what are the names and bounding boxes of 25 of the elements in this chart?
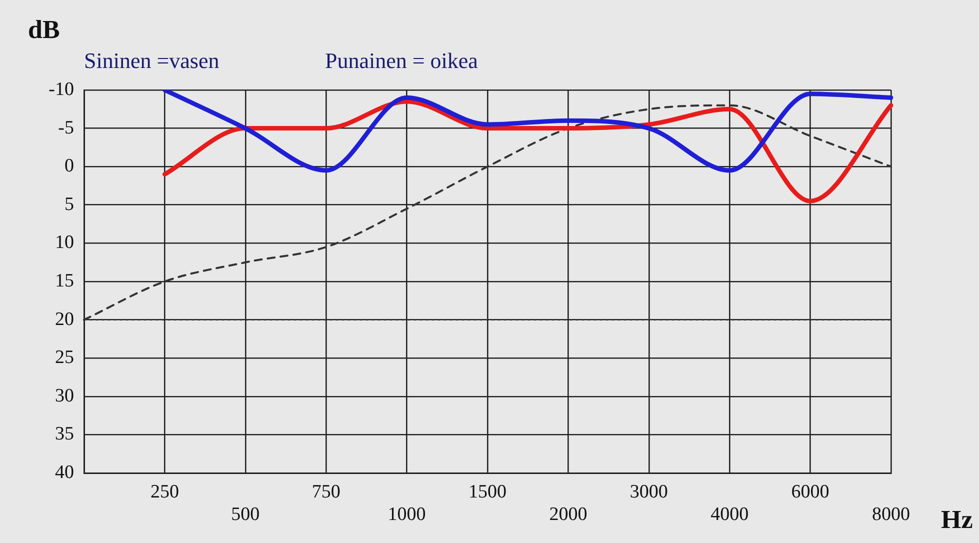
- x-tick-label: 3000: [630, 481, 668, 502]
- y-tick-label: 30: [55, 385, 74, 406]
- x-tick-label: 250: [150, 481, 179, 502]
- y-tick-label: 10: [55, 232, 74, 254]
- text: Punainen = oikea: [325, 48, 478, 73]
- x-tick-label: 1000: [388, 504, 426, 526]
- y-tick-label: 0: [64, 156, 74, 177]
- y-axis-title: dB: [28, 15, 60, 44]
- y-tick-label: 20: [55, 308, 74, 330]
- x-tick-label: 1500: [468, 481, 506, 502]
- y-tick-label: 15: [55, 270, 74, 292]
- x-axis-title: Hz: [941, 505, 973, 534]
- x-tick-label: 8000: [872, 504, 910, 526]
- x-tick-label: 6000: [791, 481, 830, 502]
- x-tick-label: 500: [231, 504, 260, 526]
- y-tick-label: 5: [64, 194, 74, 215]
- x-tick-label: 2000: [549, 504, 588, 526]
- y-tick-label: -10: [48, 78, 74, 100]
- y-tick-label: 35: [55, 424, 74, 445]
- text: Sininen =vasen: [84, 48, 220, 73]
- y-tick-label: 25: [55, 347, 74, 368]
- y-tick-label: 40: [55, 462, 74, 483]
- y-tick-label: -5: [58, 117, 74, 138]
- x-tick-label: 4000: [710, 504, 749, 526]
- x-tick-label: 750: [312, 481, 340, 502]
